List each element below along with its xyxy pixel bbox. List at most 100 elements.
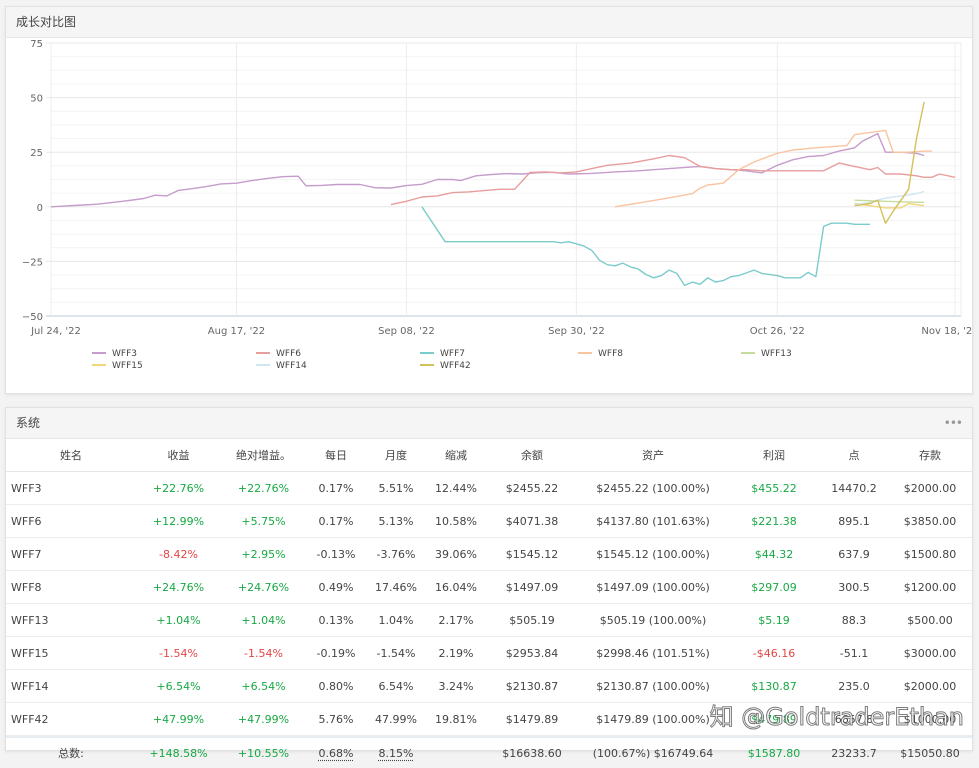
cell-profit: -$46.16 [728, 637, 820, 670]
cell-balance: $1545.12 [486, 538, 578, 571]
cell-monthly: 6.54% [366, 670, 426, 703]
cell-balance: $505.19 [486, 604, 578, 637]
cell-points: -51.1 [820, 637, 888, 670]
cell-deposit: $3850.00 [888, 505, 972, 538]
table-row[interactable]: WFF6+12.99%+5.75%0.17%5.13%10.58%$4071.3… [6, 505, 972, 538]
table-row[interactable]: WFF42+47.99%+47.99%5.76%47.99%19.81%$147… [6, 703, 972, 737]
column-header[interactable]: 月度 [366, 439, 426, 472]
series-line-wff7[interactable] [422, 207, 870, 286]
cell-equity: $505.19 (100.00%) [578, 604, 728, 637]
cell-gain: +12.99% [136, 505, 221, 538]
legend-label: WFF15 [112, 361, 143, 371]
total-cell-daily[interactable]: 0.68% [306, 737, 366, 768]
cell-gain: +24.76% [136, 571, 221, 604]
table-row[interactable]: WFF8+24.76%+24.76%0.49%17.46%16.04%$1497… [6, 571, 972, 604]
total-cell-abs-gain: +10.55% [221, 737, 306, 768]
column-header[interactable]: 姓名 [6, 439, 136, 472]
cell-drawdown: 10.58% [426, 505, 486, 538]
legend-label: WFF14 [276, 361, 307, 371]
cell-deposit: $1200.00 [888, 571, 972, 604]
cell-abs-gain: +24.76% [221, 571, 306, 604]
cell-deposit: $2000.00 [888, 472, 972, 505]
cell-daily: 0.17% [306, 505, 366, 538]
cell-daily: 0.49% [306, 571, 366, 604]
cell-name: WFF3 [6, 472, 136, 505]
cell-gain: +22.76% [136, 472, 221, 505]
column-header[interactable]: 每日 [306, 439, 366, 472]
column-header[interactable]: 资产 [578, 439, 728, 472]
column-header[interactable]: 存款 [888, 439, 972, 472]
legend-item-wff6[interactable]: WFF6 [256, 349, 301, 359]
column-header[interactable]: 收益 [136, 439, 221, 472]
cell-points: 88.3 [820, 604, 888, 637]
legend-item-wff15[interactable]: WFF15 [92, 361, 143, 371]
x-tick-label: Oct 26, '22 [750, 326, 805, 337]
y-tick-label: 25 [30, 148, 43, 159]
table-card-header: 系统 ••• [6, 408, 972, 439]
table-row[interactable]: WFF13+1.04%+1.04%0.13%1.04%2.17%$505.19$… [6, 604, 972, 637]
cell-deposit: $1000.00 [888, 703, 972, 737]
cell-name: WFF15 [6, 637, 136, 670]
cell-points: 895.1 [820, 505, 888, 538]
column-header[interactable]: 绝对增益。 [221, 439, 306, 472]
cell-deposit: $3000.00 [888, 637, 972, 670]
cell-abs-gain: +2.95% [221, 538, 306, 571]
more-options-icon[interactable]: ••• [944, 408, 962, 438]
x-tick-label: Sep 30, '22 [548, 326, 605, 337]
legend-item-wff14[interactable]: WFF14 [256, 361, 307, 371]
table-row[interactable]: WFF7-8.42%+2.95%-0.13%-3.76%39.06%$1545.… [6, 538, 972, 571]
y-tick-label: −50 [22, 312, 43, 323]
total-cell-monthly[interactable]: 8.15% [366, 737, 426, 768]
cell-balance: $2130.87 [486, 670, 578, 703]
x-tick-label: Nov 18, '22 [921, 326, 972, 337]
y-tick-label: 75 [30, 39, 43, 50]
table-row[interactable]: WFF3+22.76%+22.76%0.17%5.51%12.44%$2455.… [6, 472, 972, 505]
cell-drawdown: 12.44% [426, 472, 486, 505]
cell-monthly: -3.76% [366, 538, 426, 571]
total-cell-profit: $1587.80 [728, 737, 820, 768]
legend-item-wff7[interactable]: WFF7 [420, 349, 465, 359]
table-row[interactable]: WFF15-1.54%-1.54%-0.19%-1.54%2.19%$2953.… [6, 637, 972, 670]
cell-deposit: $1500.80 [888, 538, 972, 571]
table-header-row: 姓名收益绝对增益。每日月度缩减余额资产利润点存款 [6, 439, 972, 472]
cell-daily: 0.13% [306, 604, 366, 637]
chart-legend: WFF3 WFF6 WFF7 WFF8 WFF13 WFF15 WFF14 WFF42 [92, 349, 792, 371]
column-header[interactable]: 利润 [728, 439, 820, 472]
total-cell-balance: $16638.60 [486, 737, 578, 768]
legend-item-wff8[interactable]: WFF8 [578, 349, 623, 359]
x-tick-label: Aug 17, '22 [208, 326, 265, 337]
column-header[interactable]: 点 [820, 439, 888, 472]
legend-label: WFF3 [112, 349, 137, 359]
table-row[interactable]: WFF14+6.54%+6.54%0.80%6.54%3.24%$2130.87… [6, 670, 972, 703]
legend-item-wff3[interactable]: WFF3 [92, 349, 137, 359]
cell-profit: $5.19 [728, 604, 820, 637]
column-header[interactable]: 余额 [486, 439, 578, 472]
cell-abs-gain: +22.76% [221, 472, 306, 505]
x-tick-label: Jul 24, '22 [30, 326, 81, 337]
legend-label: WFF8 [598, 349, 623, 359]
table-card-title: 系统 [16, 416, 40, 430]
chart-card-title: 成长对比图 [6, 7, 972, 38]
series-line-wff13[interactable] [855, 200, 925, 202]
cell-daily: 0.17% [306, 472, 366, 505]
cell-name: WFF14 [6, 670, 136, 703]
cell-profit: $44.32 [728, 538, 820, 571]
cell-abs-gain: -1.54% [221, 637, 306, 670]
cell-equity: $4137.80 (101.63%) [578, 505, 728, 538]
cell-monthly: 5.13% [366, 505, 426, 538]
column-header[interactable]: 缩减 [426, 439, 486, 472]
cell-abs-gain: +6.54% [221, 670, 306, 703]
legend-item-wff42[interactable]: WFF42 [420, 361, 471, 371]
cell-drawdown: 2.17% [426, 604, 486, 637]
cell-gain: +1.04% [136, 604, 221, 637]
cell-balance: $2953.84 [486, 637, 578, 670]
cell-drawdown: 39.06% [426, 538, 486, 571]
cell-equity: $1479.89 (100.00%) [578, 703, 728, 737]
cell-points: 14470.2 [820, 472, 888, 505]
legend-label: WFF7 [440, 349, 465, 359]
cell-drawdown: 3.24% [426, 670, 486, 703]
cell-points: 637.9 [820, 538, 888, 571]
chart-series [51, 102, 955, 285]
legend-item-wff13[interactable]: WFF13 [741, 349, 792, 359]
